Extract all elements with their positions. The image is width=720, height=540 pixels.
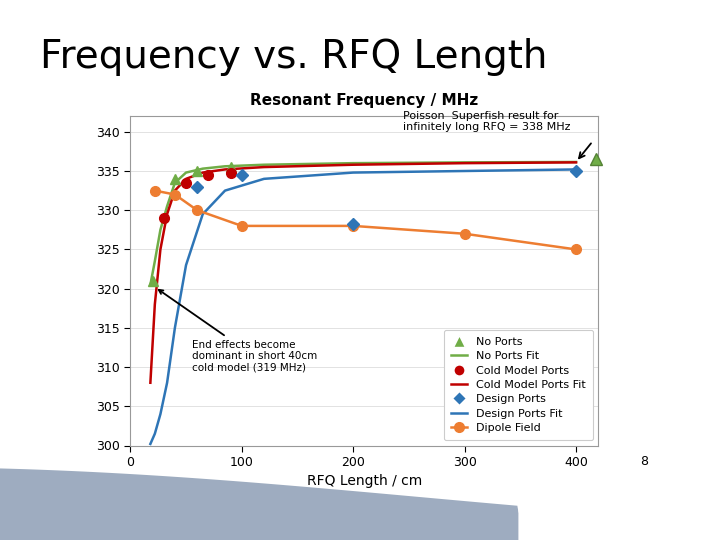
- Legend: No Ports, No Ports Fit, Cold Model Ports, Cold Model Ports Fit, Design Ports, De: No Ports, No Ports Fit, Cold Model Ports…: [444, 330, 593, 440]
- X-axis label: RFQ Length / cm: RFQ Length / cm: [307, 475, 422, 489]
- Text: Poisson  Superfish result for
infinitely long RFQ = 338 MHz: Poisson Superfish result for infinitely …: [403, 111, 571, 132]
- Polygon shape: [0, 468, 518, 540]
- Text: End effects become
dominant in short 40cm
cold model (319 MHz): End effects become dominant in short 40c…: [159, 290, 317, 373]
- Text: 8: 8: [640, 455, 649, 468]
- Text: Science & Technology Facilities Council: Science & Technology Facilities Council: [598, 476, 720, 485]
- Text: ISIS: ISIS: [598, 495, 652, 519]
- Title: Resonant Frequency / MHz: Resonant Frequency / MHz: [250, 93, 479, 108]
- Text: Frequency vs. RFQ Length: Frequency vs. RFQ Length: [40, 38, 547, 76]
